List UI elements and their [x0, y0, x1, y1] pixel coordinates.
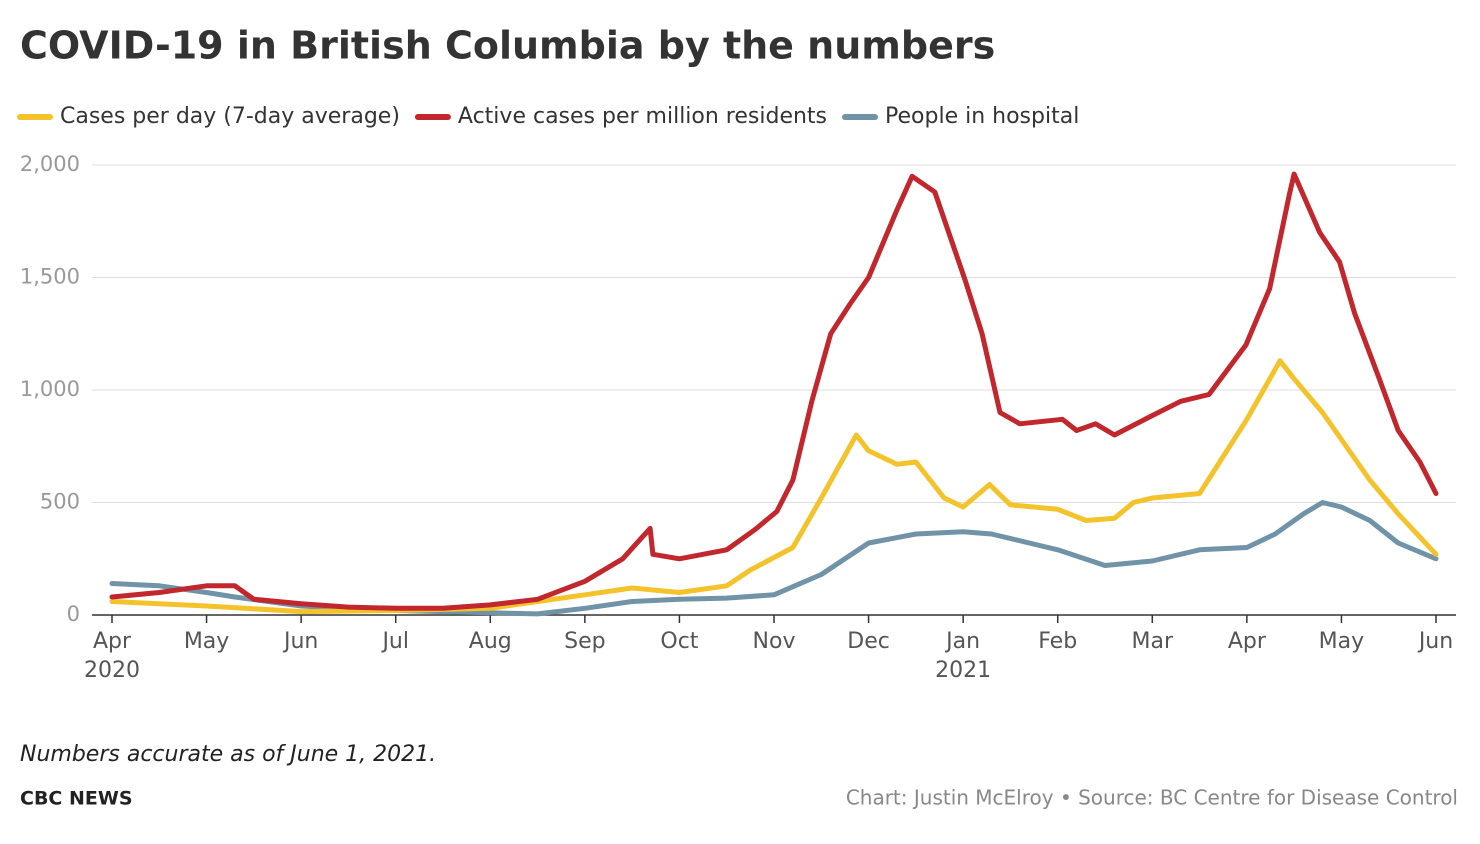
series-line	[109, 171, 1439, 611]
legend-label: Cases per day (7-day average)	[60, 104, 400, 129]
y-tick-label: 2,000	[20, 152, 80, 176]
y-tick-label: 1,500	[20, 265, 80, 289]
x-tick-label: Dec	[847, 629, 890, 654]
x-tick-label: Feb	[1038, 629, 1077, 654]
y-tick-label: 0	[67, 602, 80, 626]
x-tick-label: Jun	[282, 629, 318, 654]
x-tick-label: Mar	[1132, 629, 1174, 654]
series-line	[109, 358, 1439, 615]
x-tick-label: Oct	[660, 629, 698, 654]
legend-label: Active cases per million residents	[458, 104, 827, 129]
note: Numbers accurate as of June 1, 2021.	[20, 742, 436, 767]
y-tick-label: 500	[40, 490, 80, 514]
x-tick-label: Nov	[753, 629, 796, 654]
x-tick-label: Aug	[469, 629, 512, 654]
credit: Chart: Justin McElroy • Source: BC Centr…	[846, 786, 1458, 810]
y-tick-label: 1,000	[20, 377, 80, 401]
year-label: 2020	[84, 658, 140, 683]
year-label: 2021	[935, 658, 991, 683]
x-tick-label: Jan	[944, 629, 980, 654]
x-tick-label: Jun	[1417, 629, 1453, 654]
x-tick-label: May	[184, 629, 229, 654]
x-tick-label: Apr	[1228, 629, 1267, 654]
brand: CBC NEWS	[20, 788, 133, 810]
x-tick-label: Apr	[93, 629, 132, 654]
legend-label: People in hospital	[885, 104, 1079, 129]
x-tick-label: Sep	[564, 629, 605, 654]
chart-title: COVID-19 in British Columbia by the numb…	[20, 24, 995, 68]
x-tick-label: May	[1319, 629, 1364, 654]
x-tick-label: Jul	[380, 629, 409, 654]
